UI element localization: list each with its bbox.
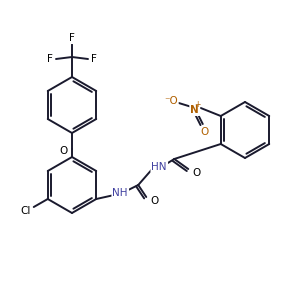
Text: F: F xyxy=(47,54,53,64)
Text: F: F xyxy=(69,33,75,43)
Text: HN: HN xyxy=(151,162,167,172)
Text: O: O xyxy=(192,168,200,178)
Text: O: O xyxy=(201,127,209,137)
Text: O: O xyxy=(150,196,158,206)
Text: Cl: Cl xyxy=(21,206,31,216)
Text: +: + xyxy=(195,99,201,108)
Text: ⁻O: ⁻O xyxy=(164,96,178,106)
Text: NH: NH xyxy=(113,188,128,198)
Text: F: F xyxy=(91,54,97,64)
Text: N: N xyxy=(190,105,199,115)
Text: O: O xyxy=(60,146,68,156)
